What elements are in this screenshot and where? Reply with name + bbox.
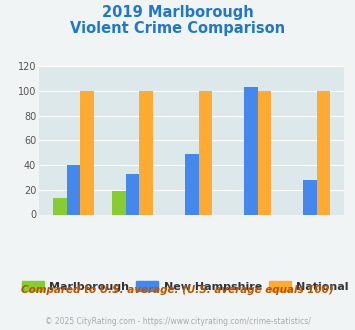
Bar <box>139 91 153 214</box>
Bar <box>244 87 258 214</box>
Bar <box>258 91 271 214</box>
Text: Violent Crime Comparison: Violent Crime Comparison <box>70 21 285 36</box>
Bar <box>53 198 66 214</box>
Text: 2019 Marlborough: 2019 Marlborough <box>102 5 253 20</box>
Bar <box>185 154 198 214</box>
Bar <box>303 180 317 214</box>
Text: © 2025 CityRating.com - https://www.cityrating.com/crime-statistics/: © 2025 CityRating.com - https://www.city… <box>45 317 310 326</box>
Bar <box>80 91 94 214</box>
Bar <box>112 191 126 214</box>
Text: Compared to U.S. average. (U.S. average equals 100): Compared to U.S. average. (U.S. average … <box>21 285 334 295</box>
Bar <box>198 91 212 214</box>
Legend: Marlborough, New Hampshire, National: Marlborough, New Hampshire, National <box>17 277 354 296</box>
Bar <box>317 91 331 214</box>
Bar <box>126 174 139 214</box>
Bar <box>66 165 80 214</box>
